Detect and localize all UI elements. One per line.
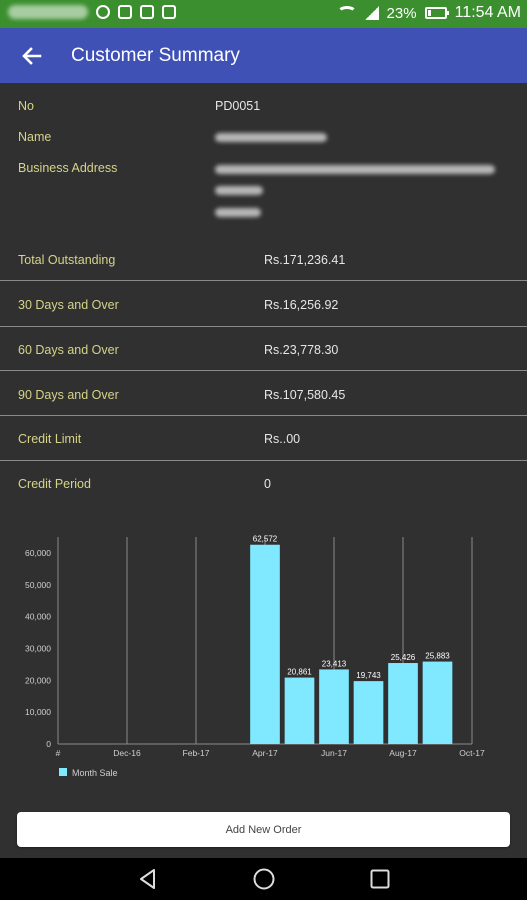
y-tick-label: 60,000 [25,548,51,558]
total-outstanding-label: Total Outstanding [18,253,116,267]
divider [0,415,527,416]
y-tick-label: 0 [46,739,51,749]
arrow-left-icon[interactable] [18,42,46,70]
no-value: PD0051 [215,99,261,113]
credit-period-value: 0 [264,477,271,491]
divider [0,326,527,327]
divider [0,460,527,461]
x-tick-label: Apr-17 [252,748,278,758]
y-tick-label: 30,000 [25,643,51,653]
legend-label: Month Sale [72,768,118,778]
60-days-label: 60 Days and Over [18,343,119,357]
battery-icon [424,7,449,19]
address-line-2-redacted [215,186,263,195]
divider [0,280,527,281]
y-tick-label: 40,000 [25,612,51,622]
data-label: 25,426 [391,653,416,662]
x-tick-label: Oct-17 [459,748,485,758]
battery-percent: 23% [386,4,417,22]
data-label: 25,883 [425,652,450,661]
bar [284,677,315,744]
data-label: 20,861 [287,668,312,677]
x-tick-label: Dec-16 [113,748,141,758]
notification-blurred [8,5,88,19]
status-bar: 23% 11:54 AM [0,0,527,28]
shield-icon [96,5,110,19]
total-outstanding-value: Rs.171,236.41 [264,253,346,267]
bar [353,681,384,744]
image-icon [118,5,132,19]
bar [388,663,418,744]
y-tick-label: 10,000 [25,707,51,717]
x-tick-label: Feb-17 [183,748,210,758]
nav-home-icon[interactable] [252,867,276,891]
page-title: Customer Summary [71,45,240,66]
x-tick-label: Jun-17 [321,748,347,758]
name-value-redacted [215,133,327,142]
address-line-1-redacted [215,165,495,174]
address-line-3-redacted [215,208,261,217]
add-new-order-button[interactable]: Add New Order [17,812,510,847]
30-days-value: Rs.16,256.92 [264,298,339,312]
bar [422,661,453,744]
legend-swatch [59,768,67,776]
bar [250,544,280,744]
business-address-label: Business Address [18,161,118,175]
divider [0,370,527,371]
60-days-value: Rs.23,778.30 [264,343,339,357]
bar [319,669,349,744]
monthly-sales-chart: # Dec-16 Feb-17 Apr-17 Jun-17 Aug-17 Oct-17 0 10… [25,535,485,778]
wifi-icon [336,6,357,20]
90-days-label: 90 Days and Over [18,388,119,402]
data-label: 23,413 [322,659,347,668]
nav-back-icon[interactable] [136,867,160,891]
app-bar: Customer Summary [0,28,527,83]
keyboard-icon [140,5,154,19]
30-days-label: 30 Days and Over [18,298,119,312]
x-tick-label: # [56,748,61,758]
y-tick-label: 50,000 [25,580,51,590]
credit-limit-label: Credit Limit [18,432,82,446]
90-days-value: Rs.107,580.45 [264,388,346,402]
no-label: No [18,99,34,113]
credit-period-label: Credit Period [18,477,91,491]
data-label: 62,572 [253,535,278,544]
navigation-bar [0,858,527,900]
signal-icon [364,6,379,20]
credit-limit-value: Rs..00 [264,432,301,446]
nav-recents-icon[interactable] [368,867,392,891]
data-label: 19,743 [356,671,381,680]
y-tick-label: 20,000 [25,675,51,685]
clock: 11:54 AM [454,4,521,21]
android-icon [162,5,176,19]
x-tick-label: Aug-17 [389,748,417,758]
name-label: Name [18,130,52,144]
